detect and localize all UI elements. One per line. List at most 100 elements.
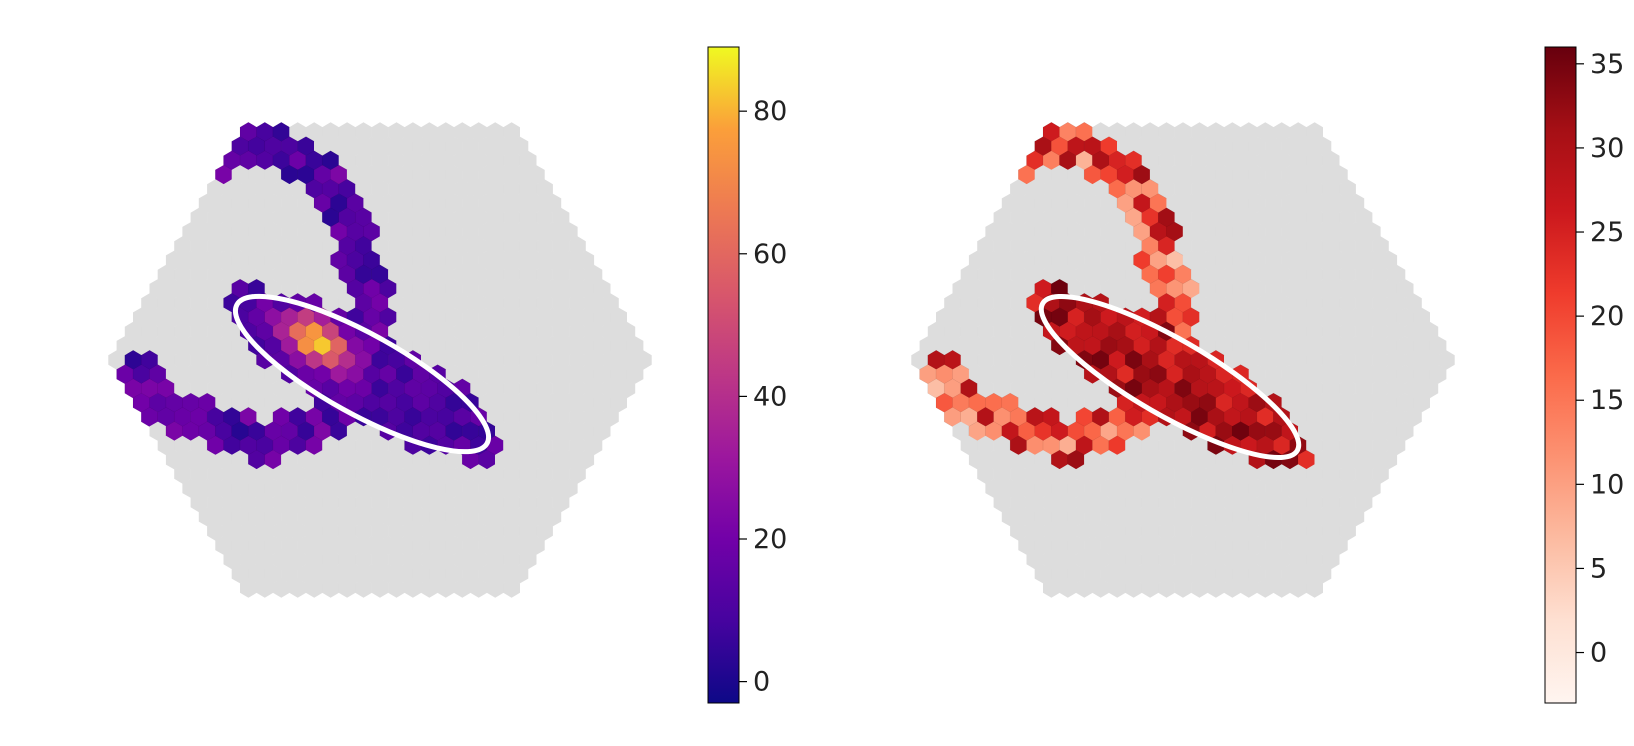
camera-pixel (1363, 307, 1381, 327)
camera-pixel (486, 321, 504, 342)
camera-pixel (133, 336, 150, 356)
camera-pixel (396, 307, 414, 327)
camera-pixel (1273, 264, 1291, 285)
camera-pixel (256, 492, 274, 513)
camera-pixel (968, 450, 986, 470)
camera-pixel (1182, 507, 1200, 527)
camera-pixel (1133, 478, 1151, 498)
camera-pixel (544, 222, 562, 242)
camera-pixel (1314, 478, 1332, 498)
camera-pixel (1043, 378, 1060, 399)
camera-pixel (322, 549, 339, 570)
camera-pixel (1314, 364, 1332, 384)
camera-pixel (314, 136, 331, 156)
camera-pixel (944, 293, 961, 313)
camera-pixel (1363, 450, 1381, 470)
camera-pixel (1075, 464, 1093, 484)
camera-pixel (1265, 136, 1282, 156)
camera-pixel (1248, 364, 1266, 384)
camera-pixel (1215, 279, 1233, 299)
camera-pixel (1347, 307, 1365, 327)
camera-pixel (182, 478, 200, 498)
camera-pixel (1215, 564, 1233, 584)
camera-pixel (1314, 421, 1332, 441)
camera-pixel (544, 393, 562, 413)
camera-pixel (437, 350, 455, 370)
camera-pixel (1248, 307, 1266, 327)
camera-pixel (1306, 236, 1323, 256)
camera-pixel (223, 179, 241, 199)
camera-pixel (1298, 222, 1315, 242)
camera-pixel (445, 478, 463, 498)
camera-pixel (231, 564, 249, 584)
camera-pixel (157, 321, 175, 342)
camera-pixel (141, 321, 158, 342)
camera-pixel (429, 535, 446, 555)
camera-pixel (1100, 478, 1118, 498)
camera-pixel (552, 236, 570, 256)
camera-pixel (437, 179, 455, 199)
camera-pixel (1010, 179, 1027, 199)
camera-pixel (198, 279, 216, 299)
camera-pixel (215, 279, 233, 299)
camera-pixel (470, 578, 488, 598)
camera-pixel (404, 150, 422, 171)
camera-pixel (544, 507, 562, 527)
colorbar-tick-label: 30 (1590, 133, 1624, 164)
camera-pixel (1372, 350, 1389, 370)
camera-pixel (1322, 435, 1340, 456)
camera-pixel (470, 293, 488, 313)
camera-pixel (1117, 507, 1134, 527)
camera-pixel (240, 578, 257, 598)
camera-pixel (404, 293, 422, 313)
camera-pixel (396, 136, 414, 156)
camera-pixel (462, 165, 479, 185)
camera-pixel (1281, 478, 1299, 498)
camera-pixel (602, 378, 619, 399)
camera-pixel (1034, 507, 1052, 527)
camera-pixel (182, 279, 200, 299)
camera-pixel (1289, 549, 1307, 570)
camera-pixel (404, 578, 422, 598)
camera-pixel (1273, 122, 1291, 142)
camera-pixel (1289, 350, 1307, 370)
camera-pixel (478, 307, 496, 327)
camera-pixel (1108, 549, 1126, 570)
camera-pixel (314, 478, 331, 498)
camera-pixel (215, 222, 233, 242)
camera-pixel (1437, 350, 1455, 370)
camera-pixel (1199, 279, 1217, 299)
camera-pixel (1043, 264, 1060, 285)
camera-pixel (1026, 350, 1044, 370)
camera-pixel (1314, 564, 1332, 584)
camera-pixel (223, 350, 241, 370)
camera-pixel (495, 364, 512, 384)
camera-pixel (1388, 293, 1406, 313)
camera-pixel (1059, 378, 1077, 399)
camera-pixel (1026, 549, 1044, 570)
camera-pixel (289, 464, 307, 484)
camera-pixel (421, 293, 438, 313)
camera-pixel (1141, 150, 1159, 171)
camera-pixel (993, 207, 1011, 228)
camera-pixel (1248, 193, 1266, 213)
camera-pixel (330, 478, 348, 498)
camera-pixel (503, 492, 520, 513)
camera-pixel (1158, 492, 1175, 513)
camera-pixel (1347, 421, 1365, 441)
camera-pixel (1298, 364, 1315, 384)
camera-pixel (429, 165, 446, 185)
camera-pixel (519, 264, 537, 285)
camera-pixel (437, 578, 455, 598)
camera-pixel (1182, 450, 1200, 470)
camera-pixel (421, 321, 438, 342)
camera-pixel (1281, 165, 1299, 185)
camera-pixel (1322, 236, 1340, 256)
camera-pixel (1067, 478, 1085, 498)
camera-pixel (223, 521, 241, 541)
camera-pixel (1084, 250, 1101, 270)
camera-pixel (1125, 549, 1142, 570)
camera-pixel (198, 336, 216, 356)
camera-pixel (1158, 150, 1175, 171)
camera-pixel (289, 264, 307, 285)
